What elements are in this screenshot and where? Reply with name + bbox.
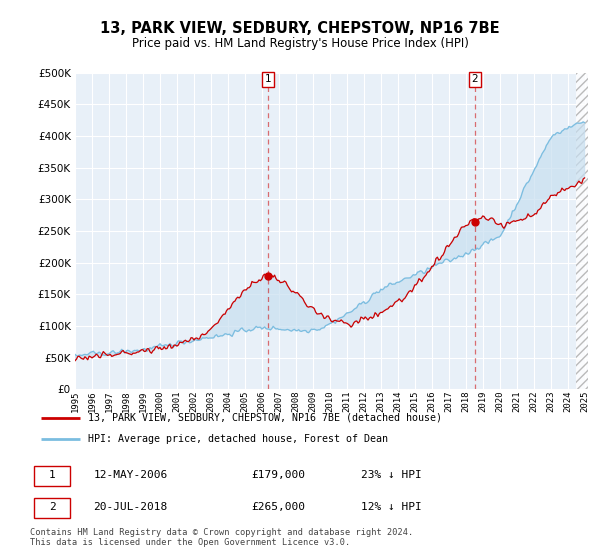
Text: Price paid vs. HM Land Registry's House Price Index (HPI): Price paid vs. HM Land Registry's House …: [131, 37, 469, 50]
Text: 13, PARK VIEW, SEDBURY, CHEPSTOW, NP16 7BE: 13, PARK VIEW, SEDBURY, CHEPSTOW, NP16 7…: [100, 21, 500, 36]
Text: £265,000: £265,000: [251, 502, 305, 512]
Text: 13, PARK VIEW, SEDBURY, CHEPSTOW, NP16 7BE (detached house): 13, PARK VIEW, SEDBURY, CHEPSTOW, NP16 7…: [88, 413, 442, 423]
FancyBboxPatch shape: [34, 498, 70, 517]
Text: Contains HM Land Registry data © Crown copyright and database right 2024.
This d: Contains HM Land Registry data © Crown c…: [30, 528, 413, 547]
Text: 1: 1: [265, 74, 271, 84]
FancyBboxPatch shape: [34, 466, 70, 486]
Text: HPI: Average price, detached house, Forest of Dean: HPI: Average price, detached house, Fore…: [88, 435, 388, 444]
Text: 1: 1: [49, 470, 55, 480]
Text: 12% ↓ HPI: 12% ↓ HPI: [361, 502, 422, 512]
Text: 2: 2: [472, 74, 478, 84]
Text: £179,000: £179,000: [251, 470, 305, 480]
Text: 20-JUL-2018: 20-JUL-2018: [94, 502, 168, 512]
Text: 12-MAY-2006: 12-MAY-2006: [94, 470, 168, 480]
Text: 23% ↓ HPI: 23% ↓ HPI: [361, 470, 422, 480]
Text: 2: 2: [49, 502, 55, 512]
